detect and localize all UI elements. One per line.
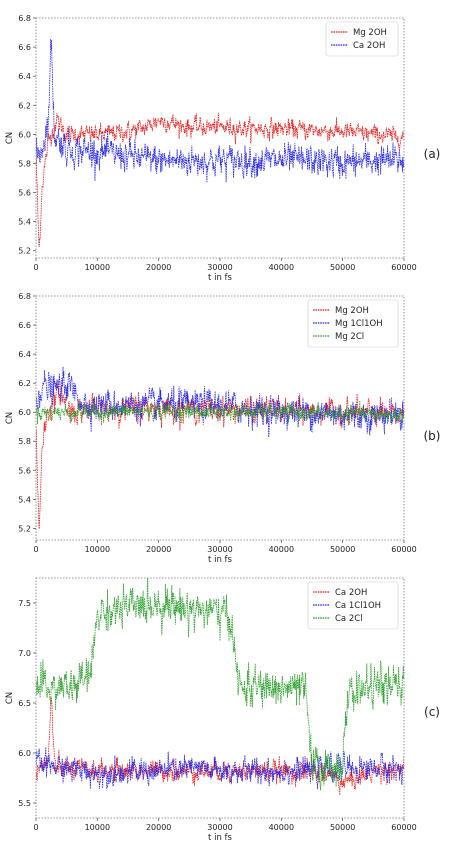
y-tick-label: 5.8 (18, 159, 31, 168)
chart-panel-3: 0 10000 20000 30000 40000 50000 60000 5.5 6.0 6.5… (5, 577, 440, 843)
legend-box (325, 21, 399, 57)
legend: Ca 2OH Ca 1Cl1OH Ca 2Cl (307, 581, 399, 630)
y-tick-label: 6.8 (18, 292, 31, 301)
legend-box (307, 581, 399, 630)
series-line-ca-2oh (36, 697, 404, 796)
x-tick-label: 60000 (391, 545, 416, 554)
y-tick-label: 7.0 (18, 649, 31, 658)
y-tick-label: 5.6 (18, 466, 31, 475)
x-tick-label: 60000 (391, 263, 416, 272)
legend-entry: Mg 2OH (353, 28, 387, 38)
x-tick-label: 30000 (207, 263, 232, 272)
y-tick-label: 6.0 (18, 408, 31, 417)
x-tick-label: 10000 (85, 823, 110, 832)
y-tick-label: 6.5 (18, 699, 31, 708)
y-tick-label: 5.4 (18, 495, 31, 504)
y-tick-label: 6.2 (18, 379, 31, 388)
y-axis-label: CN (5, 412, 15, 424)
legend-entry: Ca 2Cl (335, 614, 363, 624)
panel-label: (b) (424, 429, 441, 443)
y-tick-label: 6.4 (18, 350, 31, 359)
chart-panel-1: 0 10000 20000 30000 40000 50000 60000 5.2 5.4 5.6… (5, 14, 440, 283)
y-tick-label: 6.6 (18, 321, 31, 330)
x-tick-label: 0 (33, 823, 38, 832)
y-tick-label: 5.6 (18, 189, 31, 198)
series-line-ca-2cl (36, 578, 404, 791)
x-tick-label: 40000 (269, 545, 294, 554)
legend-entry: Ca 2OH (353, 41, 385, 51)
x-tick-label: 30000 (207, 545, 232, 554)
x-tick-label: 60000 (391, 823, 416, 832)
series-line-mg-1cl1oh (36, 366, 404, 438)
x-tick-label: 40000 (269, 823, 294, 832)
y-tick-label: 5.5 (18, 799, 31, 808)
panel-label: (a) (424, 147, 441, 161)
x-tick-label: 10000 (85, 263, 110, 272)
panel-label: (c) (424, 705, 440, 719)
x-tick-label: 10000 (85, 545, 110, 554)
x-axis-label: t in fs (208, 273, 232, 283)
x-tick-label: 50000 (330, 263, 355, 272)
y-tick-label: 6.6 (18, 43, 31, 52)
x-axis-label: t in fs (208, 555, 232, 565)
series-line-ca-2oh (36, 38, 404, 183)
x-axis-label: t in fs (208, 833, 232, 843)
y-tick-label: 6.2 (18, 101, 31, 110)
y-tick-label: 5.4 (18, 218, 31, 227)
legend: Mg 2OH Mg 1Cl1OH Mg 2Cl (307, 299, 399, 348)
x-tick-label: 20000 (146, 263, 171, 272)
legend: Mg 2OH Ca 2OH (325, 21, 399, 57)
series-line-mg-2oh (36, 112, 404, 248)
y-tick-label: 7.5 (18, 599, 31, 608)
x-tick-label: 40000 (269, 263, 294, 272)
y-tick-label: 6.0 (18, 749, 31, 758)
x-tick-label: 20000 (146, 545, 171, 554)
y-axis-label: CN (5, 132, 15, 144)
legend-entry: Ca 2OH (335, 588, 367, 598)
y-tick-label: 6.8 (18, 14, 31, 23)
chart-panel-2: 0 10000 20000 30000 40000 50000 60000 5.2 5.4 5.6… (5, 292, 440, 565)
series-line-ca-1cl1oh (36, 747, 404, 790)
x-tick-label: 0 (33, 545, 38, 554)
legend-entry: Mg 1Cl1OH (335, 319, 383, 329)
legend-entry: Mg 2OH (335, 306, 369, 316)
x-tick-label: 50000 (330, 823, 355, 832)
x-tick-label: 30000 (207, 823, 232, 832)
legend-entry: Ca 1Cl1OH (335, 601, 381, 611)
y-tick-label: 5.2 (18, 247, 31, 256)
legend-box (307, 299, 399, 348)
y-tick-label: 5.2 (18, 524, 31, 533)
series-line-mg-2cl (36, 400, 404, 425)
y-tick-label: 6.0 (18, 130, 31, 139)
x-tick-label: 50000 (330, 545, 355, 554)
y-tick-label: 5.8 (18, 437, 31, 446)
legend-entry: Mg 2Cl (335, 332, 364, 342)
x-tick-label: 0 (33, 263, 38, 272)
x-tick-label: 20000 (146, 823, 171, 832)
y-tick-label: 6.4 (18, 72, 31, 81)
y-axis-label: CN (5, 692, 15, 704)
